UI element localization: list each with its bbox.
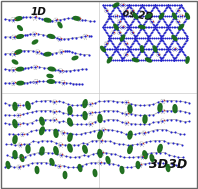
Ellipse shape xyxy=(140,46,144,52)
Ellipse shape xyxy=(16,35,23,38)
Ellipse shape xyxy=(83,112,87,120)
Ellipse shape xyxy=(44,18,51,22)
Ellipse shape xyxy=(26,102,30,109)
Ellipse shape xyxy=(20,155,24,161)
Ellipse shape xyxy=(120,35,125,41)
Ellipse shape xyxy=(35,167,39,174)
Text: os 2D: os 2D xyxy=(122,8,154,22)
Ellipse shape xyxy=(78,165,82,171)
Ellipse shape xyxy=(83,100,87,108)
Ellipse shape xyxy=(114,24,118,30)
Ellipse shape xyxy=(40,117,44,125)
Ellipse shape xyxy=(40,127,44,135)
Ellipse shape xyxy=(32,40,38,44)
Ellipse shape xyxy=(12,60,18,64)
Ellipse shape xyxy=(173,105,177,113)
Ellipse shape xyxy=(98,115,102,122)
Ellipse shape xyxy=(107,57,112,63)
Ellipse shape xyxy=(54,147,58,154)
Ellipse shape xyxy=(146,58,151,62)
Ellipse shape xyxy=(13,136,17,143)
Ellipse shape xyxy=(13,120,17,128)
Ellipse shape xyxy=(44,52,51,56)
Ellipse shape xyxy=(68,106,72,114)
Ellipse shape xyxy=(68,118,72,126)
Ellipse shape xyxy=(106,157,110,163)
Ellipse shape xyxy=(133,13,138,19)
Ellipse shape xyxy=(120,167,124,174)
Ellipse shape xyxy=(98,149,102,157)
Ellipse shape xyxy=(158,104,162,112)
Ellipse shape xyxy=(54,129,58,137)
Ellipse shape xyxy=(143,115,147,123)
Ellipse shape xyxy=(17,81,24,85)
Ellipse shape xyxy=(153,46,157,52)
Ellipse shape xyxy=(47,74,53,77)
Ellipse shape xyxy=(93,170,97,177)
Ellipse shape xyxy=(113,3,119,7)
Ellipse shape xyxy=(172,36,177,40)
Ellipse shape xyxy=(40,147,44,155)
Ellipse shape xyxy=(178,24,184,29)
Ellipse shape xyxy=(6,162,10,168)
Ellipse shape xyxy=(101,46,105,52)
Ellipse shape xyxy=(26,145,30,153)
Ellipse shape xyxy=(48,80,54,83)
Ellipse shape xyxy=(18,26,22,30)
Ellipse shape xyxy=(68,144,72,152)
Text: 3D3D: 3D3D xyxy=(149,158,187,171)
Ellipse shape xyxy=(15,50,22,54)
Ellipse shape xyxy=(13,151,17,159)
Ellipse shape xyxy=(48,67,55,71)
Ellipse shape xyxy=(50,159,54,165)
Ellipse shape xyxy=(172,13,176,19)
Ellipse shape xyxy=(128,146,132,153)
Ellipse shape xyxy=(98,131,102,139)
Ellipse shape xyxy=(48,34,55,38)
Ellipse shape xyxy=(83,145,87,153)
Text: 1D: 1D xyxy=(30,7,46,17)
Ellipse shape xyxy=(73,16,80,20)
Ellipse shape xyxy=(150,155,154,161)
Ellipse shape xyxy=(58,22,62,28)
Ellipse shape xyxy=(128,105,132,113)
Ellipse shape xyxy=(15,17,22,21)
Ellipse shape xyxy=(68,133,72,141)
Ellipse shape xyxy=(128,131,132,139)
Ellipse shape xyxy=(186,57,189,63)
Ellipse shape xyxy=(186,13,189,19)
Ellipse shape xyxy=(136,162,140,168)
Ellipse shape xyxy=(132,58,139,62)
Ellipse shape xyxy=(159,13,164,19)
Ellipse shape xyxy=(146,14,151,18)
Ellipse shape xyxy=(143,151,147,159)
Ellipse shape xyxy=(63,171,67,178)
Ellipse shape xyxy=(158,145,162,152)
Ellipse shape xyxy=(16,67,23,71)
Ellipse shape xyxy=(13,102,17,111)
Ellipse shape xyxy=(139,25,145,29)
Ellipse shape xyxy=(166,165,170,171)
Ellipse shape xyxy=(72,56,78,60)
